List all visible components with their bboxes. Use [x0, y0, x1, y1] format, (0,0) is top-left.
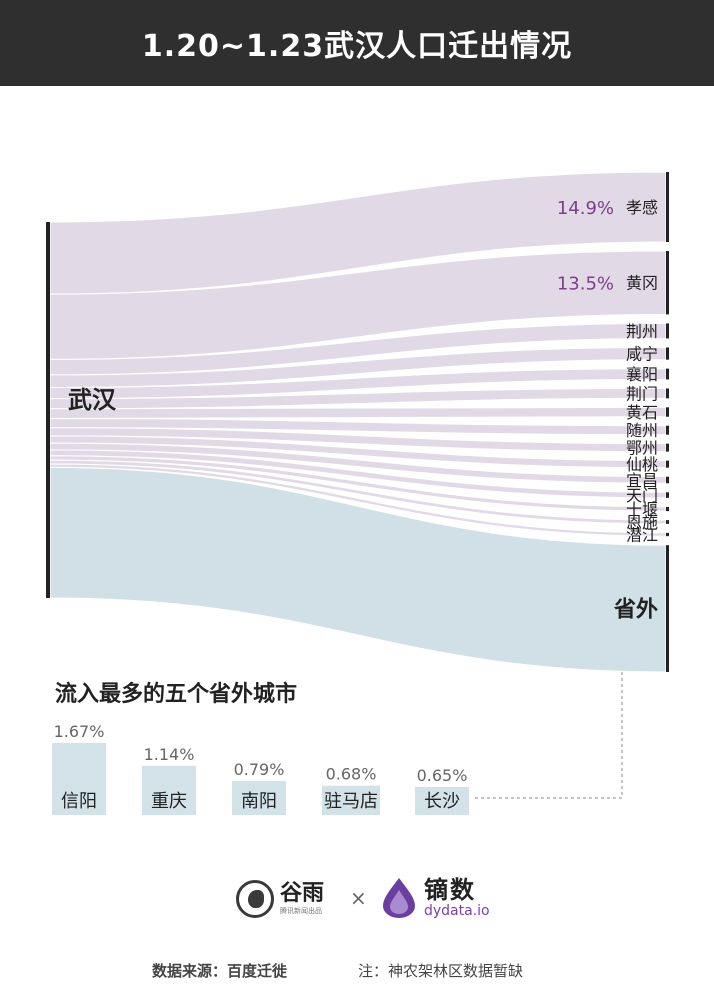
flow-荆州: [49, 322, 667, 376]
flow-宜昌: [49, 442, 667, 484]
node-bar-恩施: [666, 520, 669, 524]
share-label: 13.5%: [557, 274, 614, 295]
guyu-logo-tagline: 腾讯新闻出品: [280, 907, 322, 915]
target-label: 孝感: [626, 198, 658, 217]
target-label: 潜江: [626, 526, 658, 545]
flow-黄冈: [49, 250, 667, 360]
drop-icon: [383, 878, 415, 918]
bird-icon: [236, 880, 274, 918]
target-label: 黄石: [626, 403, 658, 422]
guyu-logo-text: 谷雨: [280, 881, 325, 906]
node-bar-天门: [666, 492, 669, 498]
node-bar-黄石: [666, 407, 669, 417]
flow-荆门: [49, 387, 667, 410]
node-bar-荆门: [666, 388, 669, 399]
times-sign: ×: [350, 886, 367, 910]
bar-value-label: 0.79%: [234, 760, 285, 779]
node-bar-仙桃: [666, 460, 669, 468]
bar-chart-title: 流入最多的五个省外城市: [55, 682, 298, 707]
logo-bar: 谷雨 腾讯新闻出品 × 镝数 dydata.io: [0, 868, 714, 928]
bar: [232, 780, 286, 815]
connector-line: [475, 672, 623, 799]
dydata-logo: 镝数 dydata.io: [380, 876, 490, 920]
bar-value-label: 1.14%: [144, 745, 195, 764]
footnote: 注：神农架林区数据暂缺: [358, 962, 524, 980]
share-label: 14.9%: [557, 198, 614, 219]
target-label: 十堰: [626, 500, 658, 519]
node-bar-十堰: [666, 506, 669, 512]
bar: [142, 765, 196, 815]
node-bar-黄冈: [666, 250, 669, 315]
node-bar-孝感: [666, 172, 669, 242]
bar-value-label: 0.65%: [417, 766, 468, 785]
flow-十堰: [49, 455, 667, 512]
dydata-logo-url: dydata.io: [424, 903, 490, 919]
target-label: 荆州: [626, 322, 658, 341]
flow-天门: [49, 449, 667, 499]
bar-category-label: 南阳: [241, 791, 277, 812]
node-bar-宜昌: [666, 476, 669, 484]
node-bar-source: [46, 222, 50, 598]
target-label: 鄂州: [626, 439, 658, 458]
target-label: 咸宁: [626, 345, 658, 364]
bar-category-label: 驻马店: [324, 791, 378, 812]
target-label: 仙桃: [626, 455, 658, 474]
bar: [415, 786, 469, 815]
target-label: 襄阳: [626, 365, 658, 384]
data-source: 数据来源：百度迁徙: [152, 962, 288, 980]
node-bar-鄂州: [666, 443, 669, 452]
bar-value-label: 0.68%: [326, 765, 377, 784]
bar: [322, 785, 380, 815]
flow-恩施: [49, 459, 667, 525]
node-bar-潜江: [666, 532, 669, 537]
target-label: 宜昌: [626, 471, 658, 490]
page-title: 1.20~1.23武汉人口迁出情况: [0, 0, 714, 86]
dydata-logo-text: 镝数: [424, 876, 476, 904]
bar: [52, 743, 106, 815]
flow-黄石: [49, 406, 667, 419]
target-label: 随州: [626, 421, 658, 440]
target-label: 黄冈: [626, 274, 658, 293]
bar-category-label: 重庆: [151, 791, 187, 812]
node-bar-随州: [666, 425, 669, 435]
flow-襄阳: [49, 368, 667, 400]
source-label: 武汉: [68, 386, 117, 414]
flow-鄂州: [49, 427, 667, 453]
target-label: 天门: [626, 486, 658, 505]
target-label: 省外: [613, 597, 658, 623]
target-label: 荆门: [626, 384, 658, 403]
bar-value-label: 1.67%: [54, 722, 105, 741]
flow-孝感: [49, 171, 667, 295]
node-bar-荆州: [666, 323, 669, 339]
node-bar-咸宁: [666, 347, 669, 360]
bar-category-label: 信阳: [61, 791, 97, 812]
guyu-logo: 谷雨 腾讯新闻出品: [236, 880, 324, 918]
node-bar-省外: [666, 545, 669, 672]
target-label: 恩施: [626, 513, 658, 532]
node-bar-襄阳: [666, 368, 669, 380]
bar-category-label: 长沙: [424, 791, 460, 812]
